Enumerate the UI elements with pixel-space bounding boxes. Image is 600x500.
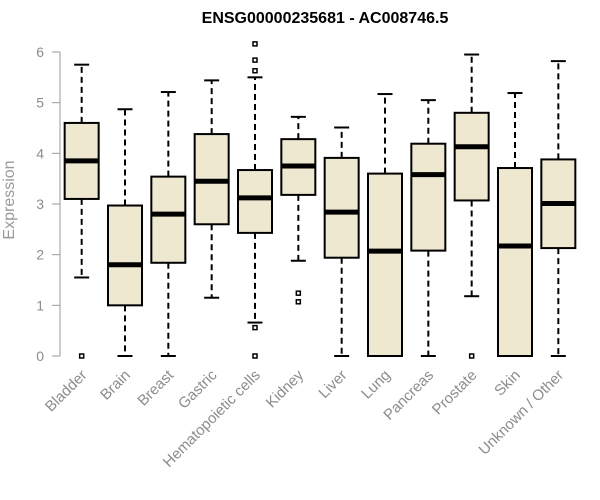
x-tick-label: Liver [315, 367, 350, 402]
box-group [193, 79, 230, 299]
box-group [410, 99, 447, 357]
x-tick-label: Bladder [42, 367, 91, 416]
outlier-point [252, 67, 258, 74]
outlier-point [78, 353, 85, 359]
iqr-box [410, 142, 447, 252]
box-group [540, 60, 577, 357]
box-group [367, 93, 403, 357]
y-axis-label: Expression [1, 160, 18, 239]
box-group [107, 108, 143, 357]
y-tick-label: 1 [36, 297, 44, 313]
y-tick-label: 5 [36, 95, 44, 111]
outlier-point [468, 353, 475, 359]
outlier-point [252, 57, 258, 63]
x-tick-label: Skin [491, 367, 524, 400]
x-tick-label: Lung [358, 367, 394, 403]
x-tick-label: Prostate [429, 367, 481, 419]
box-group [497, 92, 533, 357]
outlier-point [295, 299, 302, 305]
iqr-box [497, 167, 533, 357]
iqr-box [323, 156, 360, 259]
box-group [237, 41, 273, 359]
box-group [323, 126, 360, 357]
iqr-box [453, 111, 490, 202]
y-axis: 0 1 2 3 4 5 6 [36, 44, 61, 364]
boxes-layer [63, 41, 577, 359]
iqr-box [237, 169, 273, 234]
y-tick-label: 4 [36, 145, 44, 161]
box-group [280, 115, 317, 305]
x-tick-label: Kidney [263, 366, 308, 411]
outlier-point [295, 290, 302, 296]
y-tick-label: 3 [36, 196, 44, 212]
x-tick-label: Brain [97, 367, 134, 404]
box-group [453, 53, 490, 359]
box-group [63, 63, 100, 359]
outlier-point [252, 41, 258, 47]
y-tick-label: 2 [36, 247, 44, 263]
iqr-box [107, 204, 143, 307]
y-tick-label: 6 [36, 44, 44, 60]
x-tick-label: Breast [134, 366, 177, 409]
iqr-box [367, 172, 403, 357]
y-tick-label: 0 [36, 348, 44, 364]
outlier-point [252, 353, 258, 359]
iqr-box [150, 175, 187, 264]
outlier-point [252, 324, 258, 331]
box-group [150, 91, 187, 357]
chart-title: ENSG00000235681 - AC008746.5 [202, 10, 449, 27]
